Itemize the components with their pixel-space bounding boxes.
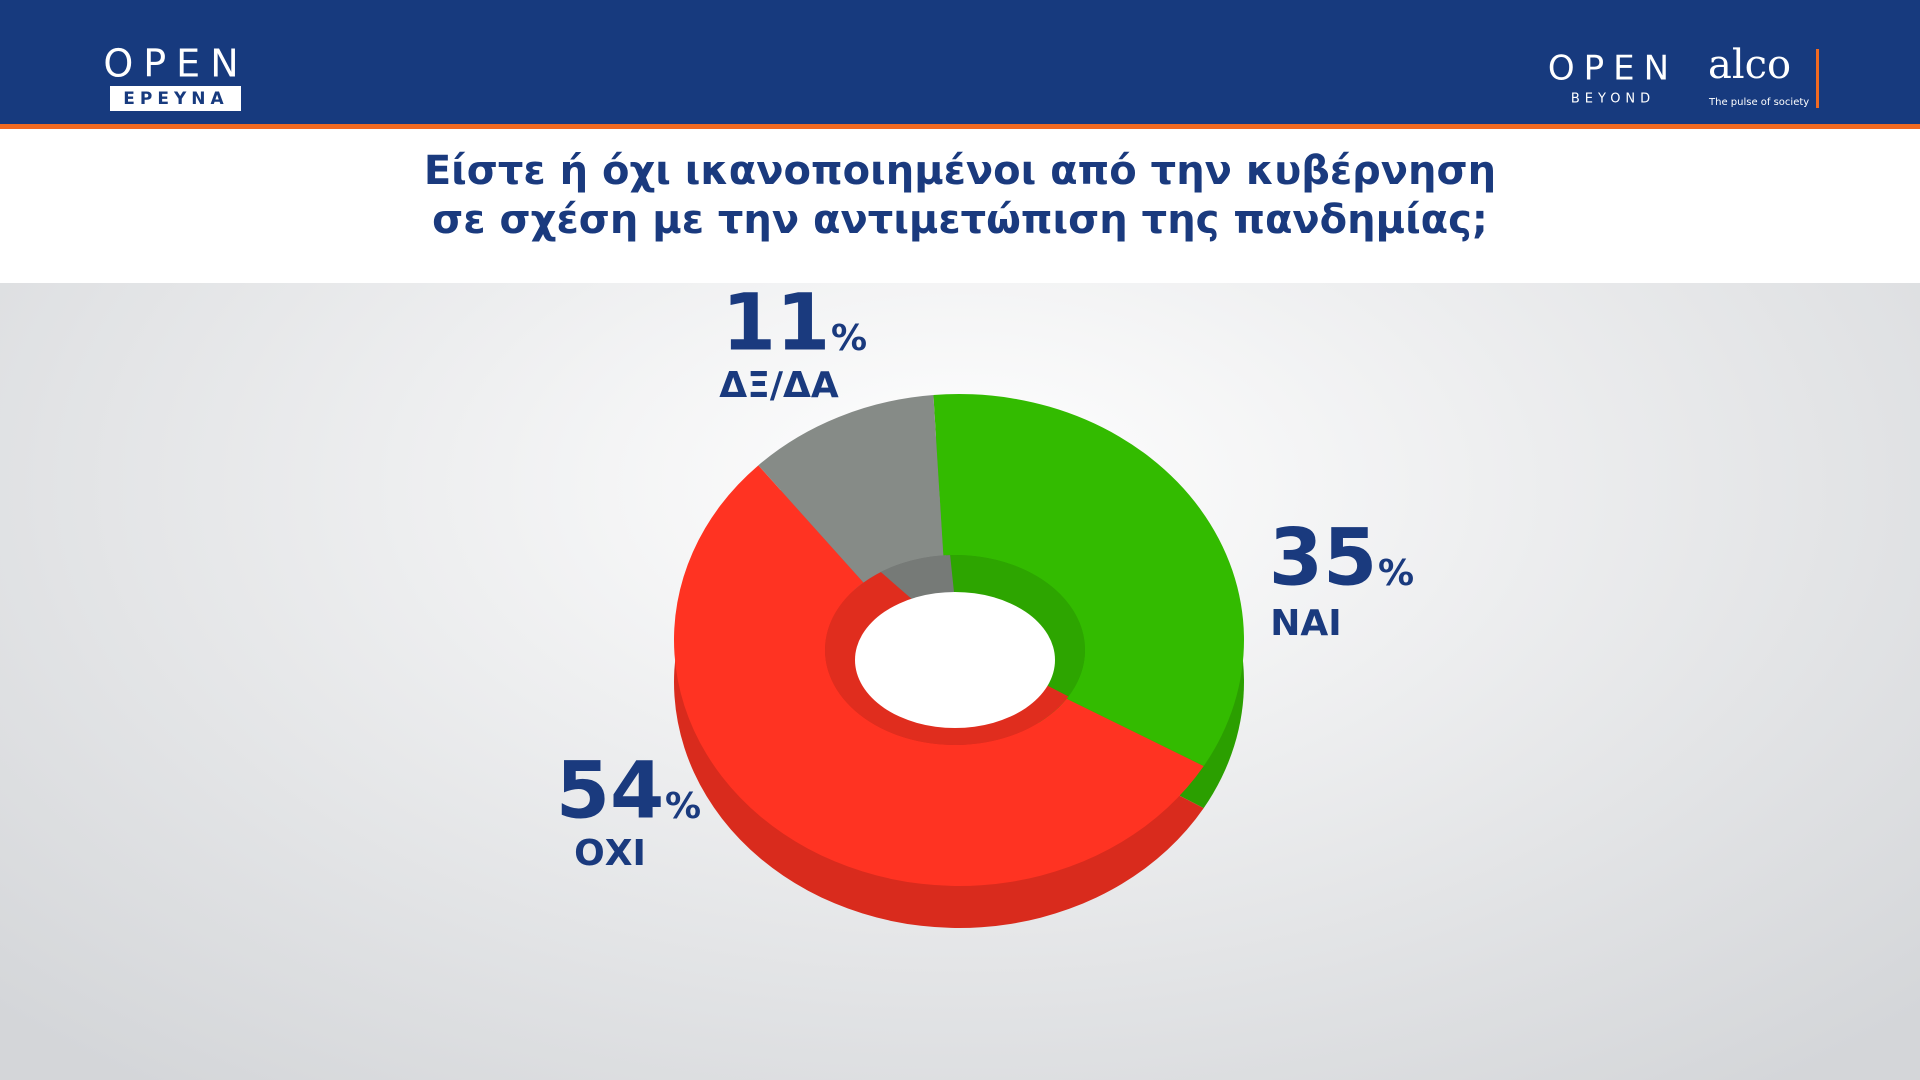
- slice: [758, 394, 944, 583]
- category-label: ΔΞ/ΔΑ: [719, 365, 839, 406]
- partner-rule: [1816, 49, 1819, 108]
- logo-left-box: [110, 86, 241, 111]
- logo-left-sub: ΕΡΕΥΝΑ: [123, 89, 228, 109]
- slice: [673, 465, 1204, 887]
- logo-right: OPEN: [1548, 49, 1678, 89]
- category-label: ΝΑΙ: [1270, 603, 1341, 644]
- header-bar: [0, 0, 1920, 124]
- slice-inner: [825, 555, 959, 640]
- slice: [933, 394, 1244, 767]
- value-label: 11: [722, 278, 831, 368]
- logo-right-sub: BEYOND: [1571, 92, 1655, 107]
- chart-title: σε σχέση με την αντιμετώπιση της πανδημί…: [432, 197, 1488, 243]
- partner-logo: alco: [1708, 42, 1791, 88]
- header-rule: [0, 124, 1920, 129]
- category-label: ΟΧΙ: [574, 833, 646, 874]
- value-unit: %: [1378, 553, 1414, 594]
- value-unit: %: [665, 786, 701, 827]
- title-band: [0, 128, 1920, 283]
- logo-left: OPEN: [103, 42, 248, 86]
- chart-title: Είστε ή όχι ικανοποιημένοι από την κυβέρ…: [424, 148, 1496, 194]
- value-label: 54: [556, 746, 665, 836]
- donut-hole: [855, 592, 1055, 728]
- value-unit: %: [831, 318, 867, 359]
- value-label: 35: [1269, 513, 1378, 603]
- partner-tagline: The pulse of society: [1708, 97, 1809, 108]
